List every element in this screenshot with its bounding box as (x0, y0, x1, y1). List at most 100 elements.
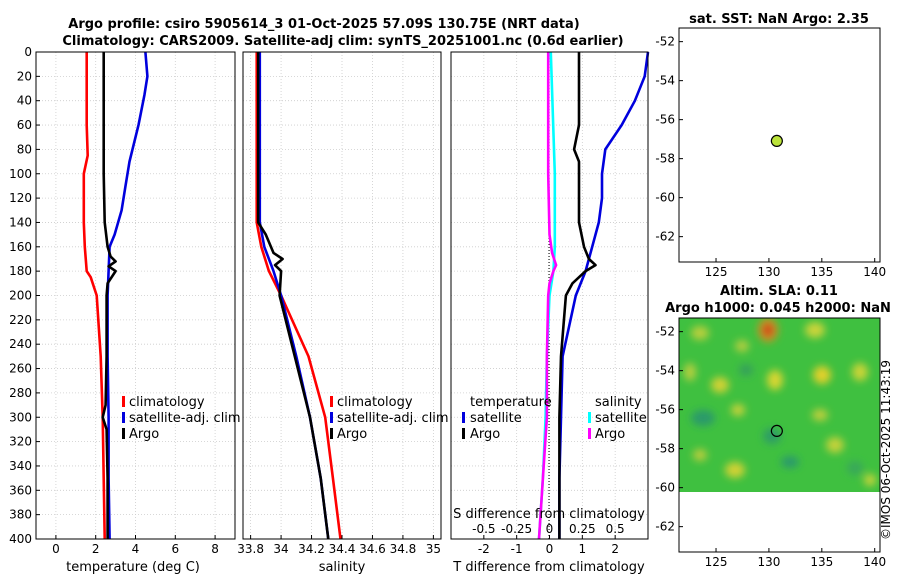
t-difference-xlabel: T difference from climatology (452, 560, 645, 575)
lat-tick-label: -52 (655, 325, 675, 339)
depth-tick-label: 140 (9, 215, 32, 229)
lat-tick-label: -62 (655, 230, 675, 244)
sla-field-anomalies (684, 318, 876, 486)
temperature-xlabel: temperature (deg C) (66, 560, 200, 575)
depth-tick-label: 280 (9, 386, 32, 400)
lat-tick-label: -62 (655, 520, 675, 534)
s-tick-label: 0 (546, 522, 554, 536)
x-tick-label: 0 (52, 542, 60, 556)
lon-tick-label: 140 (863, 265, 886, 279)
temperature-series (82, 51, 149, 540)
depth-tick-label: 240 (9, 337, 32, 351)
sla-map-panel: Altim. SLA: 0.11 Argo h1000: 0.045 h2000… (655, 284, 890, 569)
imos-watermark: ©IMOS 06-Oct-2025 11:43:19 (879, 360, 893, 540)
sst-map-title: sat. SST: NaN Argo: 2.35 (689, 12, 869, 27)
x-tick-label: -1 (511, 542, 523, 556)
x-tick-label: 35 (426, 542, 441, 556)
sla-map-title-line2: Argo h1000: 0.045 h2000: NaN (665, 301, 891, 316)
x-tick-label: 34.8 (390, 542, 417, 556)
depth-tick-label: 100 (9, 167, 32, 181)
temperature-tick-labels: 0 2 4 6 8 (52, 535, 219, 556)
difference-legend: temperature satellite Argo salinity sate… (462, 395, 647, 442)
legend-label-s-argo: Argo (595, 427, 625, 442)
lon-tick-label: 125 (705, 265, 728, 279)
depth-tick-label: 300 (9, 410, 32, 424)
x-tick-label: 33.8 (237, 542, 264, 556)
series-line-temperature-argo (558, 52, 597, 539)
lon-tick-label: 135 (810, 555, 833, 569)
sla-field-background (679, 318, 880, 492)
legend-label-climatology: climatology (337, 395, 413, 410)
legend-label-s-satellite: satellite (595, 411, 647, 426)
lon-tick-label: 130 (757, 555, 780, 569)
s-tick-label: -0.25 (501, 522, 532, 536)
sla-profile-location (770, 424, 783, 438)
legend-swatch-t-argo (462, 428, 465, 439)
sla-map-title-line1: Altim. SLA: 0.11 (720, 284, 838, 299)
depth-tick-label: 360 (9, 483, 32, 497)
sst-profile-location (770, 134, 783, 148)
legend-label-argo: Argo (129, 427, 159, 442)
legend-label-climatology: climatology (129, 395, 205, 410)
x-tick-label: 1 (579, 542, 587, 556)
legend-label-satellite: satellite-adj. clim (337, 411, 449, 426)
lat-tick-label: -58 (655, 152, 675, 166)
lat-tick-label: -58 (655, 442, 675, 456)
x-tick-label: 34.4 (329, 542, 356, 556)
depth-tick-label: 120 (9, 191, 32, 205)
lat-tick-label: -52 (655, 35, 675, 49)
depth-tick-label: 380 (9, 508, 32, 522)
legend-label-argo: Argo (337, 427, 367, 442)
x-tick-label: 2 (92, 542, 100, 556)
s-tick-label: -0.5 (472, 522, 495, 536)
legend-swatch-s-argo (588, 428, 591, 439)
depth-tick-label: 180 (9, 264, 32, 278)
lat-tick-label: -56 (655, 113, 675, 127)
legend-swatch-climatology (330, 396, 333, 407)
lon-tick-label: 140 (863, 555, 886, 569)
lat-tick-label: -60 (655, 481, 675, 495)
difference-series (537, 51, 650, 540)
series-line-argo (256, 52, 330, 540)
depth-tick-label: 160 (9, 240, 32, 254)
sst-map-axes-box (678, 27, 881, 263)
salinity-legend: climatology satellite-adj. clim Argo (330, 395, 449, 442)
depth-tick-label: 60 (17, 118, 32, 132)
s-tick-label: 0.25 (569, 522, 596, 536)
figure-title-line1: Argo profile: csiro 5905614_3 01-Oct-202… (68, 17, 579, 32)
depth-tick-label: 320 (9, 435, 32, 449)
depth-tick-label: 80 (17, 142, 32, 156)
legend-title-salinity: salinity (595, 395, 642, 410)
lon-tick-label: 135 (810, 265, 833, 279)
legend-swatch-s-satellite (588, 412, 591, 423)
s-tick-label: 0.5 (606, 522, 625, 536)
profile-location-marker (770, 134, 783, 148)
depth-tick-labels: 0 20 40 60 80 100 120 140 160 180 200 220 240 260 280 3… (9, 45, 40, 546)
x-tick-label: 4 (132, 542, 140, 556)
legend-swatch-argo (330, 428, 333, 439)
x-tick-label: 34 (273, 542, 288, 556)
legend-label-t-satellite: satellite (470, 411, 522, 426)
sla-heatmap (679, 318, 880, 492)
legend-title-temperature: temperature (470, 395, 552, 410)
difference-profile-panel: -2 -1 0 1 2 -0.5 -0.25 0 0.25 0.5 S difference f… (450, 51, 650, 575)
x-tick-label: 2 (611, 542, 619, 556)
x-tick-label: -2 (478, 542, 490, 556)
series-line-salinity-argo (537, 52, 558, 540)
sst-map-panel: sat. SST: NaN Argo: 2.35 125 130 135 140 -5… (655, 12, 886, 279)
legend-swatch-argo (122, 428, 125, 439)
depth-tick-label: 20 (17, 69, 32, 83)
x-tick-label: 0 (546, 542, 554, 556)
series-line-satellite-adj-clim (106, 51, 149, 540)
s-difference-tick-labels: -0.5 -0.25 0 0.25 0.5 (472, 522, 625, 536)
series-line-argo (101, 52, 117, 539)
x-tick-label: 34.6 (359, 542, 386, 556)
series-line-temperature-satellite (558, 51, 650, 539)
x-tick-label: 6 (171, 542, 179, 556)
depth-tick-label: 200 (9, 289, 32, 303)
depth-tick-label: 220 (9, 313, 32, 327)
sla-map-axes-box (678, 317, 881, 553)
legend-swatch-satellite (330, 412, 333, 423)
t-difference-tick-labels: -2 -1 0 1 2 (478, 535, 619, 556)
salinity-series (255, 52, 342, 540)
